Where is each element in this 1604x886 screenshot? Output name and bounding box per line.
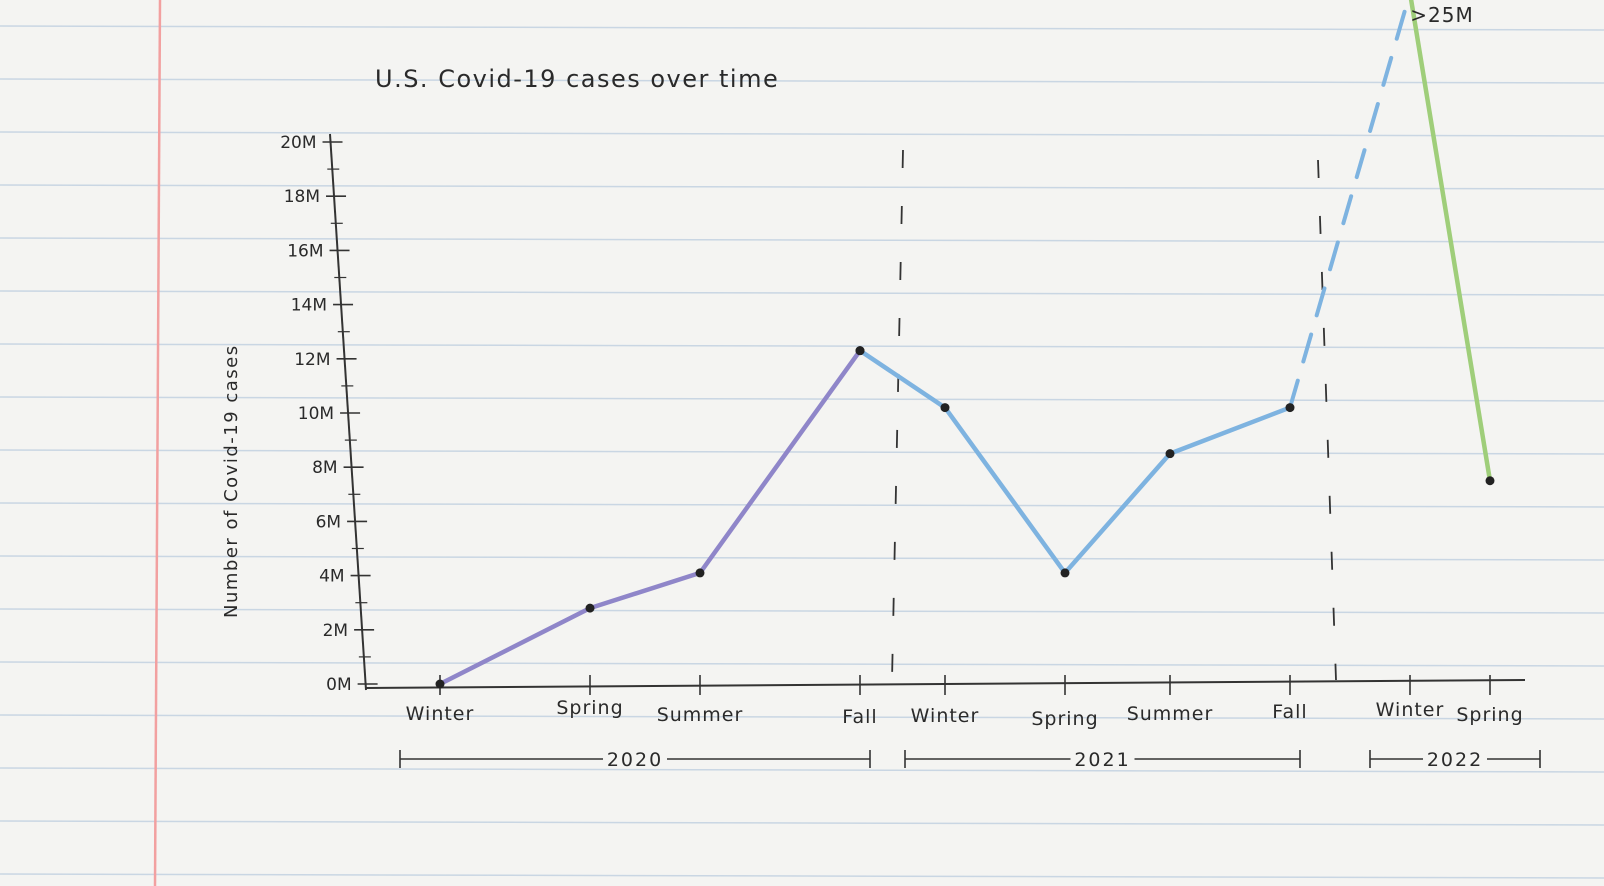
series-line-2022 (1408, 0, 1493, 483)
data-point (585, 603, 595, 613)
data-point (435, 679, 445, 689)
data-point (695, 568, 705, 578)
y-tick-label: 8M (312, 458, 337, 478)
ruled-line (0, 555, 1604, 561)
y-tick-label: 10M (298, 404, 334, 424)
y-tick-label: 6M (316, 512, 341, 532)
y-tick-label: 20M (280, 133, 316, 153)
ruled-line (0, 502, 1604, 508)
x-tick-label: Spring (1031, 708, 1098, 730)
ruled-line (0, 343, 1604, 349)
x-tick-label: Summer (657, 704, 744, 726)
ruled-line (0, 396, 1604, 402)
x-tick-label: Winter (1376, 699, 1445, 721)
data-point (940, 403, 950, 413)
year-divider (891, 149, 904, 681)
ruled-line (0, 131, 1604, 137)
ruled-line (0, 873, 1604, 879)
x-tick-label: Fall (842, 706, 877, 728)
year-label: 2022 (1427, 749, 1483, 771)
data-point (855, 346, 865, 356)
ruled-line (0, 449, 1604, 455)
y-tick-label: 14M (291, 296, 327, 316)
year-label: 2020 (607, 749, 663, 771)
chart-title: U.S. Covid-19 cases over time (375, 65, 779, 93)
x-tick-label: Winter (406, 703, 475, 725)
x-tick-label: Fall (1272, 701, 1307, 723)
data-point (1165, 449, 1175, 459)
x-ticks: Winter Spring Summer Fall Winter Spring Summer… (406, 675, 1523, 730)
x-tick-label: Winter (911, 705, 980, 727)
year-label: 2021 (1074, 749, 1130, 771)
data-point (1285, 403, 1295, 413)
y-tick-label: 18M (284, 187, 320, 207)
year-divider (1317, 159, 1337, 681)
series-line-2021 (857, 348, 1293, 576)
ruled-line (0, 714, 1604, 720)
ruled-line (0, 608, 1604, 614)
y-tick-label: 0M (326, 675, 351, 695)
x-tick-label: Spring (556, 697, 623, 719)
ruled-lines (0, 25, 1604, 879)
series-line-2020 (437, 348, 863, 687)
margin-line (153, 0, 162, 886)
y-axis-line (329, 133, 367, 691)
peak-annotation: >25M (1410, 3, 1473, 27)
series-connector (1288, 0, 1411, 410)
ruled-line (0, 184, 1604, 190)
y-ticks: 0M 2M 4M 6M 8M 10M 12M 14M 16M 18M 20M (280, 133, 378, 695)
data-points (435, 346, 1495, 689)
y-tick-label: 16M (287, 241, 323, 261)
ruled-line (0, 290, 1604, 296)
x-tick-label: Summer (1127, 703, 1214, 725)
y-tick-label: 4M (319, 567, 344, 587)
x-tick-label: Spring (1456, 704, 1523, 726)
y-tick-label: 2M (323, 621, 348, 641)
data-point (1485, 476, 1495, 486)
ruled-line (0, 25, 1604, 31)
ruled-line (0, 661, 1604, 667)
series-lines (437, 0, 1493, 687)
y-axis-label: Number of Covid-19 cases (221, 344, 242, 618)
year-brackets: 2020 2021 2022 (399, 749, 1541, 771)
ruled-line (0, 78, 1604, 84)
ruled-line (0, 767, 1604, 773)
y-tick-label: 12M (294, 350, 330, 370)
data-point (1060, 568, 1070, 578)
ruled-line (0, 820, 1604, 826)
ruled-line (0, 237, 1604, 243)
